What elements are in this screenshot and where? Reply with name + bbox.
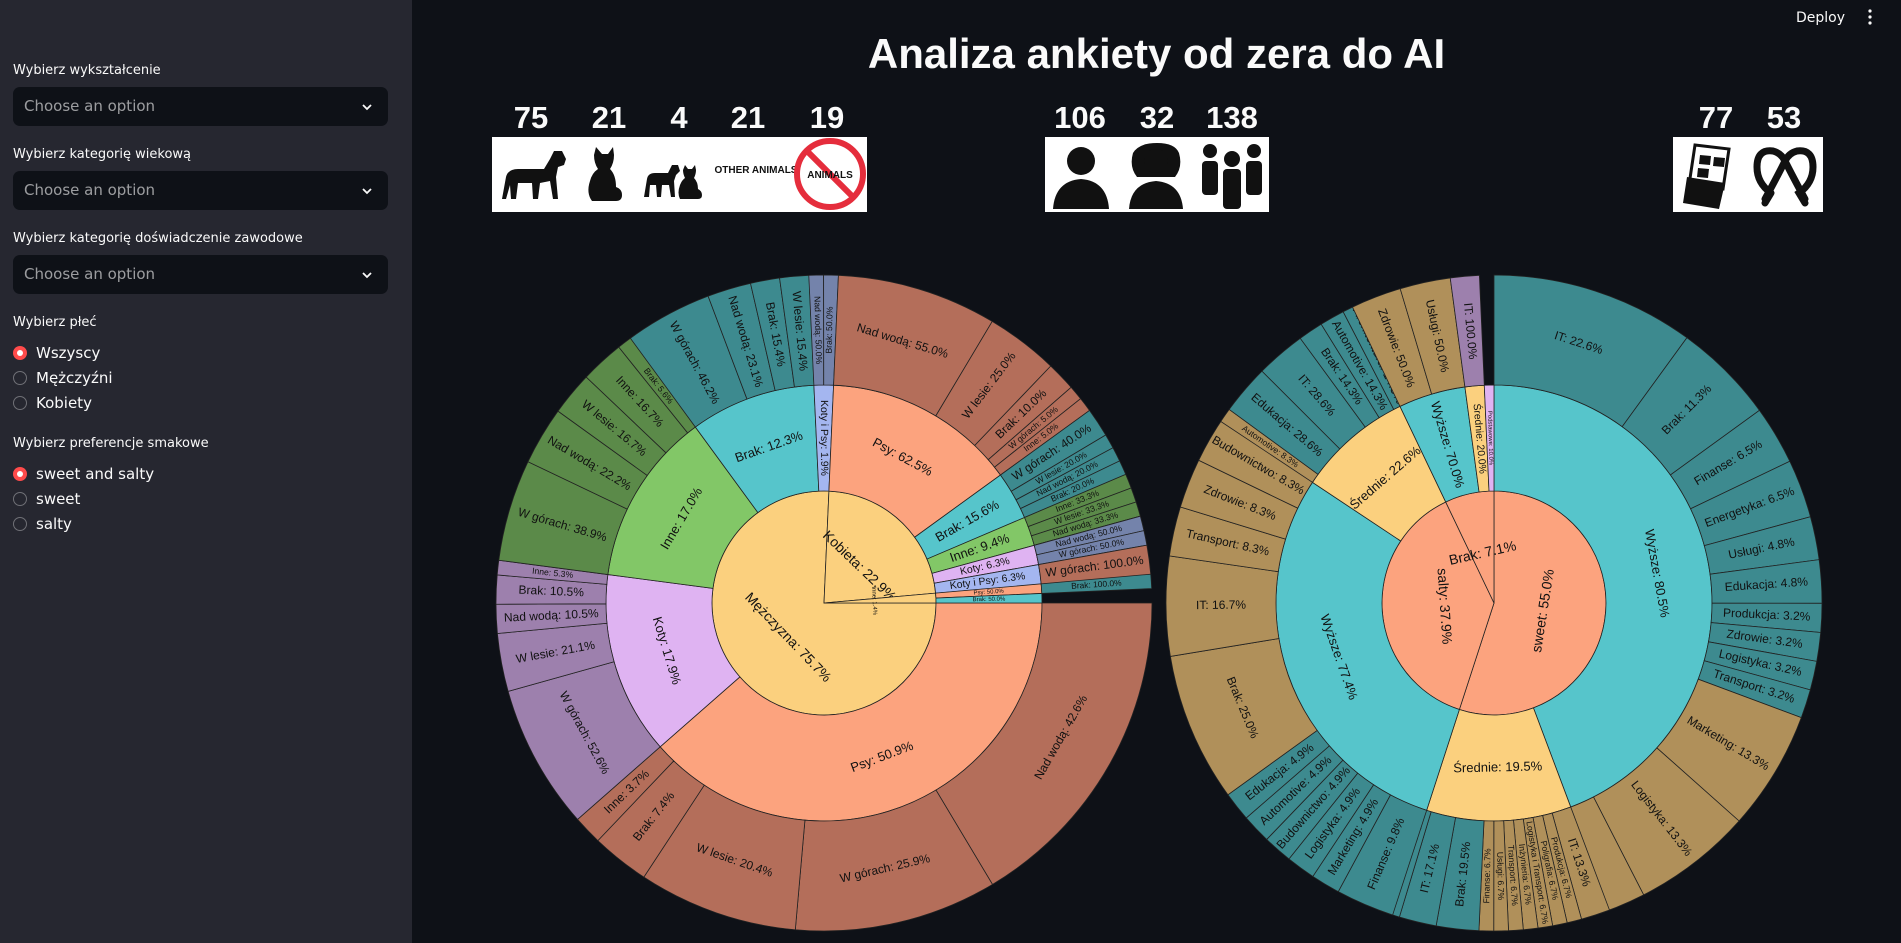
cat-icon — [588, 147, 622, 201]
radio-icon[interactable] — [13, 396, 27, 410]
sunburst-label: IT: 100.0% — [1461, 302, 1480, 360]
sunburst-label: Średnie: 19.5% — [1453, 758, 1543, 775]
cats-count: 21 — [591, 100, 627, 135]
sunburst-label: Usługi: 6.7% — [1495, 852, 1506, 901]
dog-icon — [502, 151, 566, 199]
radio-icon[interactable] — [13, 492, 27, 506]
animals-icon-strip: OTHER ANIMALS ANIMALS — [492, 137, 867, 212]
men-count: 106 — [1054, 100, 1106, 135]
age-placeholder: Choose an option — [24, 181, 156, 199]
taste-option-sweet[interactable]: sweet — [13, 488, 80, 510]
no-animals-icon: ANIMALS — [794, 138, 866, 210]
radio-icon[interactable] — [13, 371, 27, 385]
page-title: Analiza ankiety od zera do AI — [867, 30, 1446, 77]
taste-option-label: sweet and salty — [36, 465, 155, 483]
gender-icon-strip — [1045, 137, 1269, 212]
taste-option-label: sweet — [36, 490, 81, 508]
radio-selected-icon[interactable] — [13, 346, 27, 360]
no-animals-text: ANIMALS — [807, 170, 853, 181]
kebab-icon[interactable] — [1860, 4, 1880, 30]
sunburst-label: Inne: 1.4% — [870, 586, 877, 616]
dogs-count: 75 — [513, 100, 549, 135]
sunburst-label: Produkcja: 3.2% — [1723, 606, 1811, 624]
sunburst-label: IT: 16.7% — [1196, 598, 1246, 612]
sunburst-label: Brak: 100.0% — [1071, 578, 1122, 591]
sunburst-chart-2: sweet: 55.0%salty: 37.9%Brak: 7.1% Wyższe… — [1165, 274, 1823, 932]
other-animals-icon: OTHER ANIMALS — [715, 165, 798, 176]
man-icon — [1053, 147, 1109, 209]
experience-label: Wybierz kategorię doświadczenie zawodowe — [13, 231, 303, 246]
sunburst-label: Nad wodą: 10.5% — [504, 606, 600, 625]
chevron-down-icon — [362, 104, 372, 111]
sunburst-segment[interactable] — [1040, 573, 1153, 594]
gender-option-label: Mężczyźni — [36, 369, 113, 387]
sunburst-label: Brak: 50.0% — [973, 597, 1006, 604]
taste-option-label: salty — [36, 515, 72, 533]
sunburst-label: Koty i Psy: 1.9% — [818, 400, 829, 476]
radio-icon[interactable] — [13, 517, 27, 531]
other-animals-count: 21 — [730, 100, 766, 135]
taste-option-salty[interactable]: salty — [13, 513, 72, 535]
gender-option-men[interactable]: Mężczyźni — [13, 367, 113, 389]
education-label: Wybierz wykształcenie — [13, 63, 161, 78]
experience-select[interactable]: Choose an option — [13, 255, 388, 294]
taste-option-sweet-and-salty[interactable]: sweet and salty — [13, 463, 154, 485]
age-select[interactable]: Choose an option — [13, 171, 388, 210]
sunburst-label: Finanse: 6.7% — [1481, 848, 1492, 904]
sunburst-label: salty: 37.9% — [1435, 568, 1456, 645]
education-select[interactable]: Choose an option — [13, 87, 388, 126]
sunburst-label: Podstawowe: 10.0% — [1486, 411, 1493, 466]
group-icon — [1202, 144, 1262, 209]
gender-label: Wybierz płeć — [13, 315, 97, 330]
sunburst-segment[interactable] — [1483, 384, 1495, 492]
gender-option-label: Wszyscy — [36, 344, 101, 362]
radio-selected-icon[interactable] — [13, 467, 27, 481]
total-count: 138 — [1206, 100, 1258, 135]
no-animals-count: 19 — [809, 100, 845, 135]
sunburst-label: Inne: 5.3% — [532, 566, 574, 580]
chevron-down-icon — [362, 272, 372, 279]
deploy-button[interactable]: Deploy — [1796, 10, 1846, 26]
age-label: Wybierz kategorię wiekową — [13, 147, 191, 162]
sidebar: Wybierz wykształcenie Choose an option W… — [0, 0, 412, 943]
dog-and-cat-icon — [644, 165, 702, 199]
gender-option-women[interactable]: Kobiety — [13, 392, 92, 414]
taste-label: Wybierz preferencje smakowe — [13, 436, 209, 451]
chevron-down-icon — [362, 188, 372, 195]
gender-option-all[interactable]: Wszyscy — [13, 342, 100, 364]
sunburst-label: Psy: 50.0% — [973, 589, 1004, 597]
pretzel-icon — [1753, 147, 1817, 207]
experience-placeholder: Choose an option — [24, 265, 156, 283]
woman-icon — [1129, 143, 1183, 209]
sunburst-label: Brak: 50.0% — [824, 306, 835, 354]
sweet-count: 77 — [1698, 100, 1734, 135]
sunburst-label: Nad wodą: 50.0% — [812, 296, 824, 365]
salty-count: 53 — [1766, 100, 1802, 135]
sunburst-segment[interactable] — [1449, 274, 1485, 388]
chocolate-icon — [1683, 143, 1731, 209]
sunburst-label: Brak: 10.5% — [518, 583, 584, 600]
education-placeholder: Choose an option — [24, 97, 156, 115]
sunburst-label: Transport: 6.7% — [1506, 845, 1520, 907]
taste-icon-strip — [1673, 137, 1823, 212]
women-count: 32 — [1139, 100, 1175, 135]
sunburst-label: Edukacja: 4.8% — [1724, 574, 1808, 593]
other-animals-text: OTHER ANIMALS — [715, 165, 798, 176]
sunburst-segment[interactable] — [935, 592, 1043, 604]
dogs-and-cats-count: 4 — [670, 100, 688, 135]
gender-option-label: Kobiety — [36, 394, 92, 412]
sunburst-chart-1: Mężczyzna: 75.7%Kobieta: 22.9%Inne: 1.4%… — [495, 274, 1153, 932]
